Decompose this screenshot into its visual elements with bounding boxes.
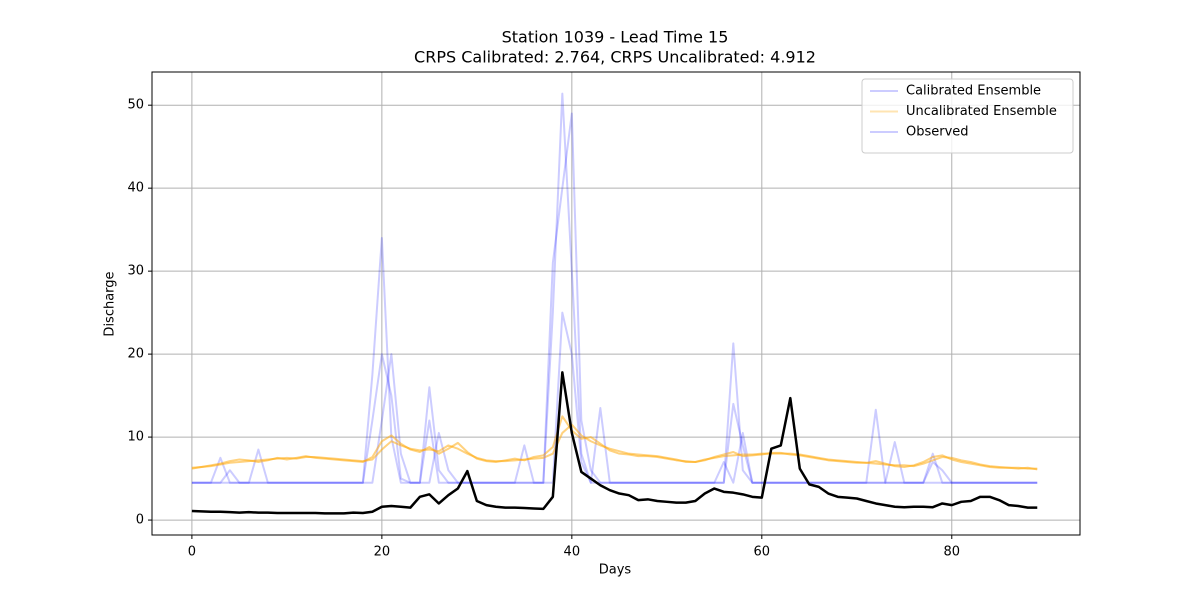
legend-label: Observed: [906, 125, 969, 140]
x-tick-label: 40: [564, 545, 581, 560]
x-tick-label: 20: [374, 545, 391, 560]
series-line: [191, 371, 1038, 515]
x-tick-label: 80: [943, 545, 960, 560]
series-line: [191, 112, 1038, 484]
x-tick-label: 60: [754, 545, 771, 560]
chart-subtitle: CRPS Calibrated: 2.764, CRPS Uncalibrate…: [414, 48, 816, 67]
legend-label: Calibrated Ensemble: [906, 84, 1041, 99]
y-tick-label: 30: [127, 264, 144, 279]
y-tick-label: 10: [127, 430, 144, 445]
y-tick-label: 40: [127, 181, 144, 196]
x-axis-label: Days: [599, 563, 632, 578]
series-line: [191, 311, 1038, 484]
plot-area: [191, 92, 1038, 515]
legend-box: [861, 78, 1074, 154]
series-line: [191, 415, 1038, 471]
y-tick-label: 20: [127, 347, 144, 362]
y-tick-label: 0: [136, 513, 144, 528]
x-tick-label: 0: [188, 545, 196, 560]
y-tick-label: 50: [127, 98, 144, 113]
y-axis-label: Discharge: [103, 271, 118, 336]
legend-label: Uncalibrated Ensemble: [906, 104, 1057, 119]
series-line: [191, 92, 1038, 484]
chart-title: Station 1039 - Lead Time 15: [502, 28, 729, 47]
axes-frame: [151, 71, 1081, 536]
